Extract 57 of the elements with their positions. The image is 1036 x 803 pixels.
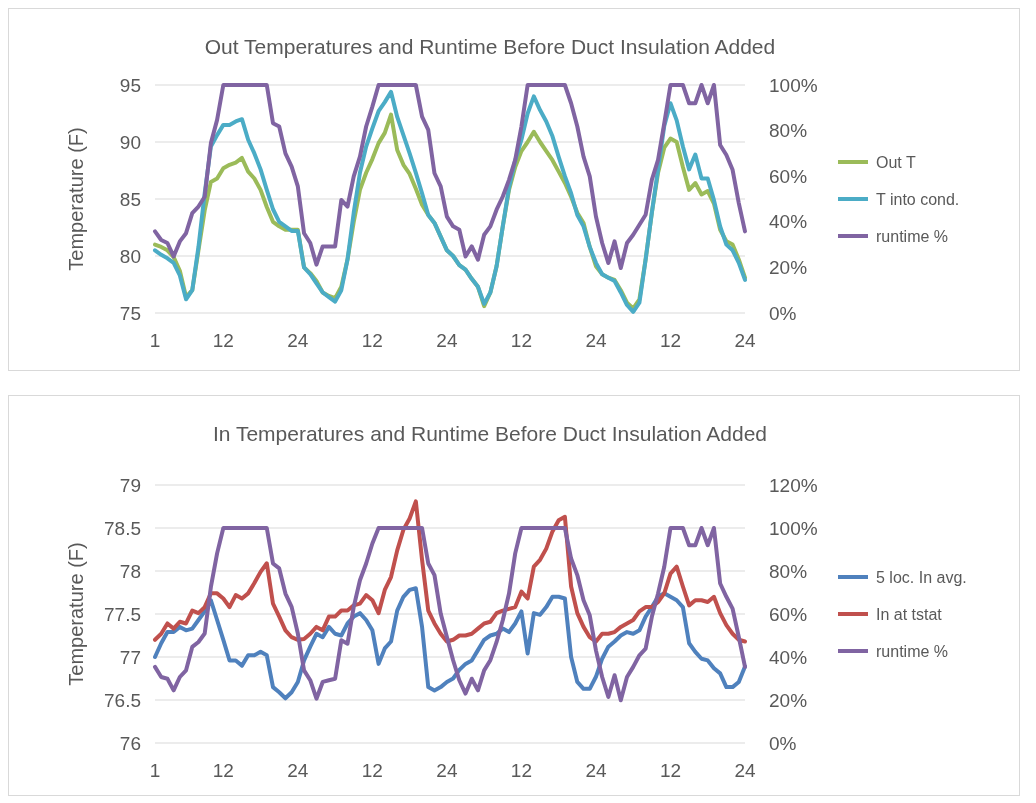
y-tick-label: 75 bbox=[119, 302, 141, 324]
y-tick-label: 76.5 bbox=[104, 689, 141, 711]
x-tick-label: 12 bbox=[510, 330, 532, 351]
y-tick-label: 95 bbox=[119, 74, 141, 96]
x-tick-label: 12 bbox=[510, 760, 532, 781]
y-tick-label: 78.5 bbox=[104, 517, 141, 539]
x-tick-label: 24 bbox=[734, 330, 756, 351]
y2-tick-label: 80% bbox=[769, 560, 808, 582]
line-series bbox=[153, 499, 747, 644]
x-tick-label: 24 bbox=[287, 760, 309, 781]
y-tick-label: 78 bbox=[119, 560, 141, 582]
y2-tick-label: 100% bbox=[769, 74, 818, 96]
chart-title: In Temperatures and Runtime Before Duct Insulation Added bbox=[212, 422, 768, 445]
y-axis-title: Temperature (F) bbox=[65, 127, 87, 271]
x-tick-label: 24 bbox=[436, 330, 458, 351]
y2-tick-label: 40% bbox=[769, 211, 808, 233]
y2-tick-label: 20% bbox=[769, 689, 808, 711]
y2-tick-label: 20% bbox=[769, 257, 808, 279]
y-tick-label: 77.5 bbox=[104, 603, 141, 625]
chart-title: Out Temperatures and Runtime Before Duct Insulation Added bbox=[204, 35, 776, 58]
x-tick-label: 1 bbox=[149, 330, 161, 351]
x-tick-label: 12 bbox=[361, 760, 383, 781]
legend-label: In at tstat bbox=[876, 605, 943, 623]
legend-label: Out T bbox=[876, 153, 916, 171]
y2-tick-label: 120% bbox=[769, 474, 818, 496]
x-tick-label: 12 bbox=[659, 330, 682, 351]
x-tick-label: 12 bbox=[212, 760, 234, 781]
y-tick-label: 85 bbox=[119, 188, 141, 210]
x-tick-label: 24 bbox=[585, 330, 607, 351]
x-tick-label: 24 bbox=[734, 760, 756, 781]
y-tick-label: 90 bbox=[119, 131, 141, 153]
legend-label: runtime % bbox=[876, 227, 949, 245]
y2-tick-label: 80% bbox=[769, 120, 808, 142]
x-tick-label: 12 bbox=[361, 330, 383, 351]
y2-tick-label: 60% bbox=[769, 603, 808, 625]
legend-label: T into cond. bbox=[876, 190, 960, 208]
x-tick-label: 1 bbox=[149, 760, 161, 781]
x-tick-label: 24 bbox=[585, 760, 607, 781]
y2-tick-label: 0% bbox=[769, 732, 797, 754]
y2-tick-label: 60% bbox=[769, 165, 808, 187]
legend-label: runtime % bbox=[876, 642, 949, 660]
x-tick-label: 24 bbox=[287, 330, 309, 351]
line-series bbox=[153, 83, 747, 271]
y2-tick-label: 100% bbox=[769, 517, 818, 539]
y-tick-label: 80 bbox=[119, 245, 141, 267]
y-tick-label: 76 bbox=[119, 732, 141, 754]
x-tick-label: 24 bbox=[436, 760, 458, 781]
y2-tick-label: 40% bbox=[769, 646, 808, 668]
line-series bbox=[153, 586, 747, 701]
y2-tick-label: 0% bbox=[769, 302, 797, 324]
line-series bbox=[153, 526, 747, 703]
y-tick-label: 77 bbox=[119, 646, 141, 668]
y-tick-label: 79 bbox=[119, 474, 141, 496]
x-tick-label: 12 bbox=[212, 330, 234, 351]
x-tick-label: 12 bbox=[659, 760, 682, 781]
y-axis-title: Temperature (F) bbox=[65, 542, 87, 686]
legend-label: 5 loc. In avg. bbox=[876, 568, 967, 586]
